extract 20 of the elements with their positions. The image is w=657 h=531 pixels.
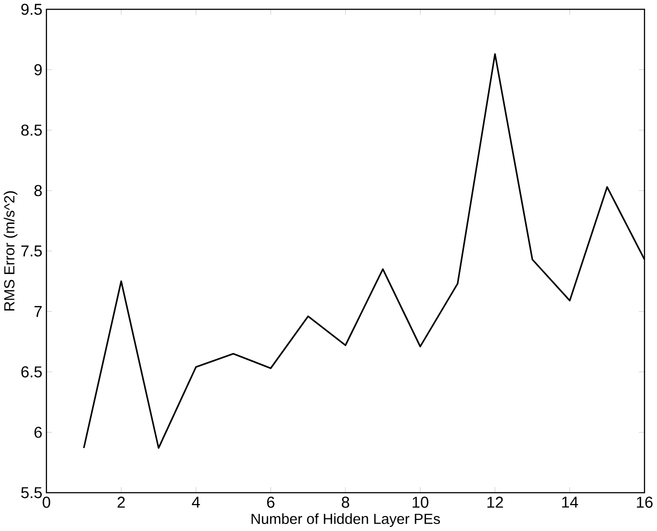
y-tick-label: 6 [34,426,42,438]
x-tick-label: 0 [42,496,50,508]
y-tick-label: 8.5 [21,124,42,136]
y-tick-label: 9.5 [21,4,42,16]
x-tick-label: 14 [562,496,578,508]
y-tick-label: 6.5 [21,366,42,378]
x-tick-label: 2 [118,496,125,508]
x-tick-label: 10 [412,496,428,508]
x-tick-label: 6 [267,496,274,508]
x-tick-label: 4 [192,496,200,508]
x-tick-label: 16 [636,496,653,508]
y-tick-label: 7 [34,306,42,318]
x-axis-title: Number of Hidden Layer PEs [252,513,440,528]
x-tick-label: 12 [487,496,503,508]
y-tick-label: 8 [34,185,42,196]
y-tick-label: 5.5 [21,487,42,498]
y-axis-title: RMS Error (m/s^2) [4,191,18,311]
x-tick-label: 8 [342,496,350,508]
y-tick-label: 7.5 [21,246,42,257]
y-tick-label: 9 [34,64,42,76]
